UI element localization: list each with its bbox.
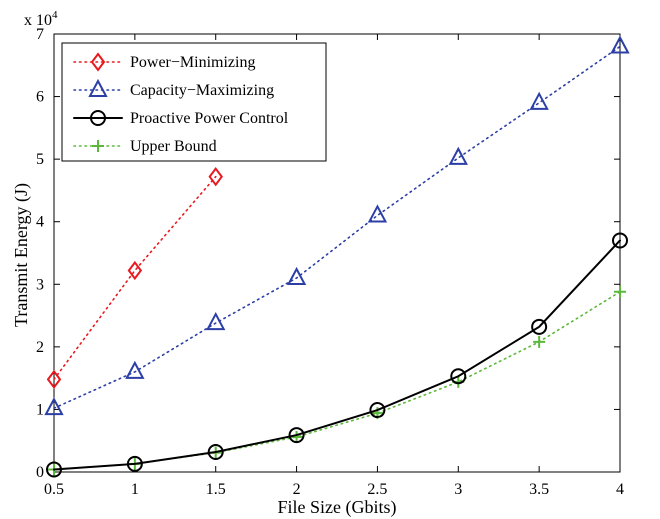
data-point [286, 266, 307, 286]
series-layer [44, 35, 630, 478]
data-point [127, 260, 143, 281]
data-point [610, 35, 630, 54]
x-tick-label: 2.5 [367, 481, 387, 498]
legend-marker [90, 110, 106, 126]
y-tick-label: 5 [36, 151, 44, 168]
y-tick-label: 2 [36, 339, 44, 356]
data-point [46, 369, 62, 390]
data-point [290, 430, 303, 443]
data-point [288, 427, 305, 444]
x-tick-label: 3 [454, 481, 462, 498]
data-point [207, 443, 224, 460]
data-point [126, 455, 143, 472]
y-multiplier-exponent: 4 [52, 9, 58, 21]
x-tick-label: 1 [131, 481, 139, 498]
data-point [450, 368, 467, 385]
data-point [533, 335, 546, 348]
y-tick-label: 6 [36, 89, 44, 106]
series-1 [44, 35, 630, 416]
series-2 [46, 232, 628, 478]
y-tick-label: 0 [36, 464, 44, 481]
y-tick-label: 7 [36, 26, 44, 43]
y-multiplier-base: x 10 [24, 12, 52, 29]
data-point [206, 311, 226, 331]
legend-entry: Power−Minimizing [130, 54, 255, 71]
y-tick-label: 4 [36, 214, 44, 231]
series-line [53, 239, 621, 471]
data-point [529, 91, 549, 110]
legend-entry: Capacity−Maximizing [130, 82, 274, 99]
y-tick-label: 3 [36, 276, 44, 293]
x-tick-label: 4 [616, 481, 624, 498]
legend-marker [92, 140, 104, 152]
series-0 [46, 166, 223, 390]
data-point [125, 360, 145, 379]
data-point [367, 204, 388, 223]
legend-entry: Upper Bound [130, 138, 217, 155]
x-axis-label: File Size (Gbits) [278, 497, 397, 518]
series-line [53, 45, 621, 409]
x-tick-label: 0.5 [44, 481, 64, 498]
legend: Power−Minimizing Capacity−Maximizing Proac… [61, 42, 327, 162]
y-axis-label: Transmit Energy (J) [11, 183, 32, 327]
axis-ticks: 0.5 1 1.5 2 2.5 3 3.5 4 0 1 2 3 4 5 6 7 [36, 26, 624, 498]
data-point [531, 318, 548, 335]
x-tick-label: 2 [293, 481, 301, 498]
legend-marker [90, 52, 106, 72]
data-point [208, 166, 223, 187]
data-point [369, 402, 386, 419]
y-axis-multiplier: x 104 [24, 9, 58, 29]
legend-marker [88, 78, 108, 97]
data-point [46, 461, 62, 478]
data-point [614, 285, 626, 298]
x-tick-label: 1.5 [206, 481, 226, 498]
data-point [612, 232, 628, 249]
x-tick-label: 3.5 [529, 481, 549, 498]
data-point [44, 397, 64, 416]
data-point [448, 146, 468, 165]
y-tick-label: 1 [36, 401, 44, 418]
legend-entry: Proactive Power Control [130, 110, 289, 127]
series-line [53, 175, 217, 381]
legend-box [61, 42, 327, 162]
